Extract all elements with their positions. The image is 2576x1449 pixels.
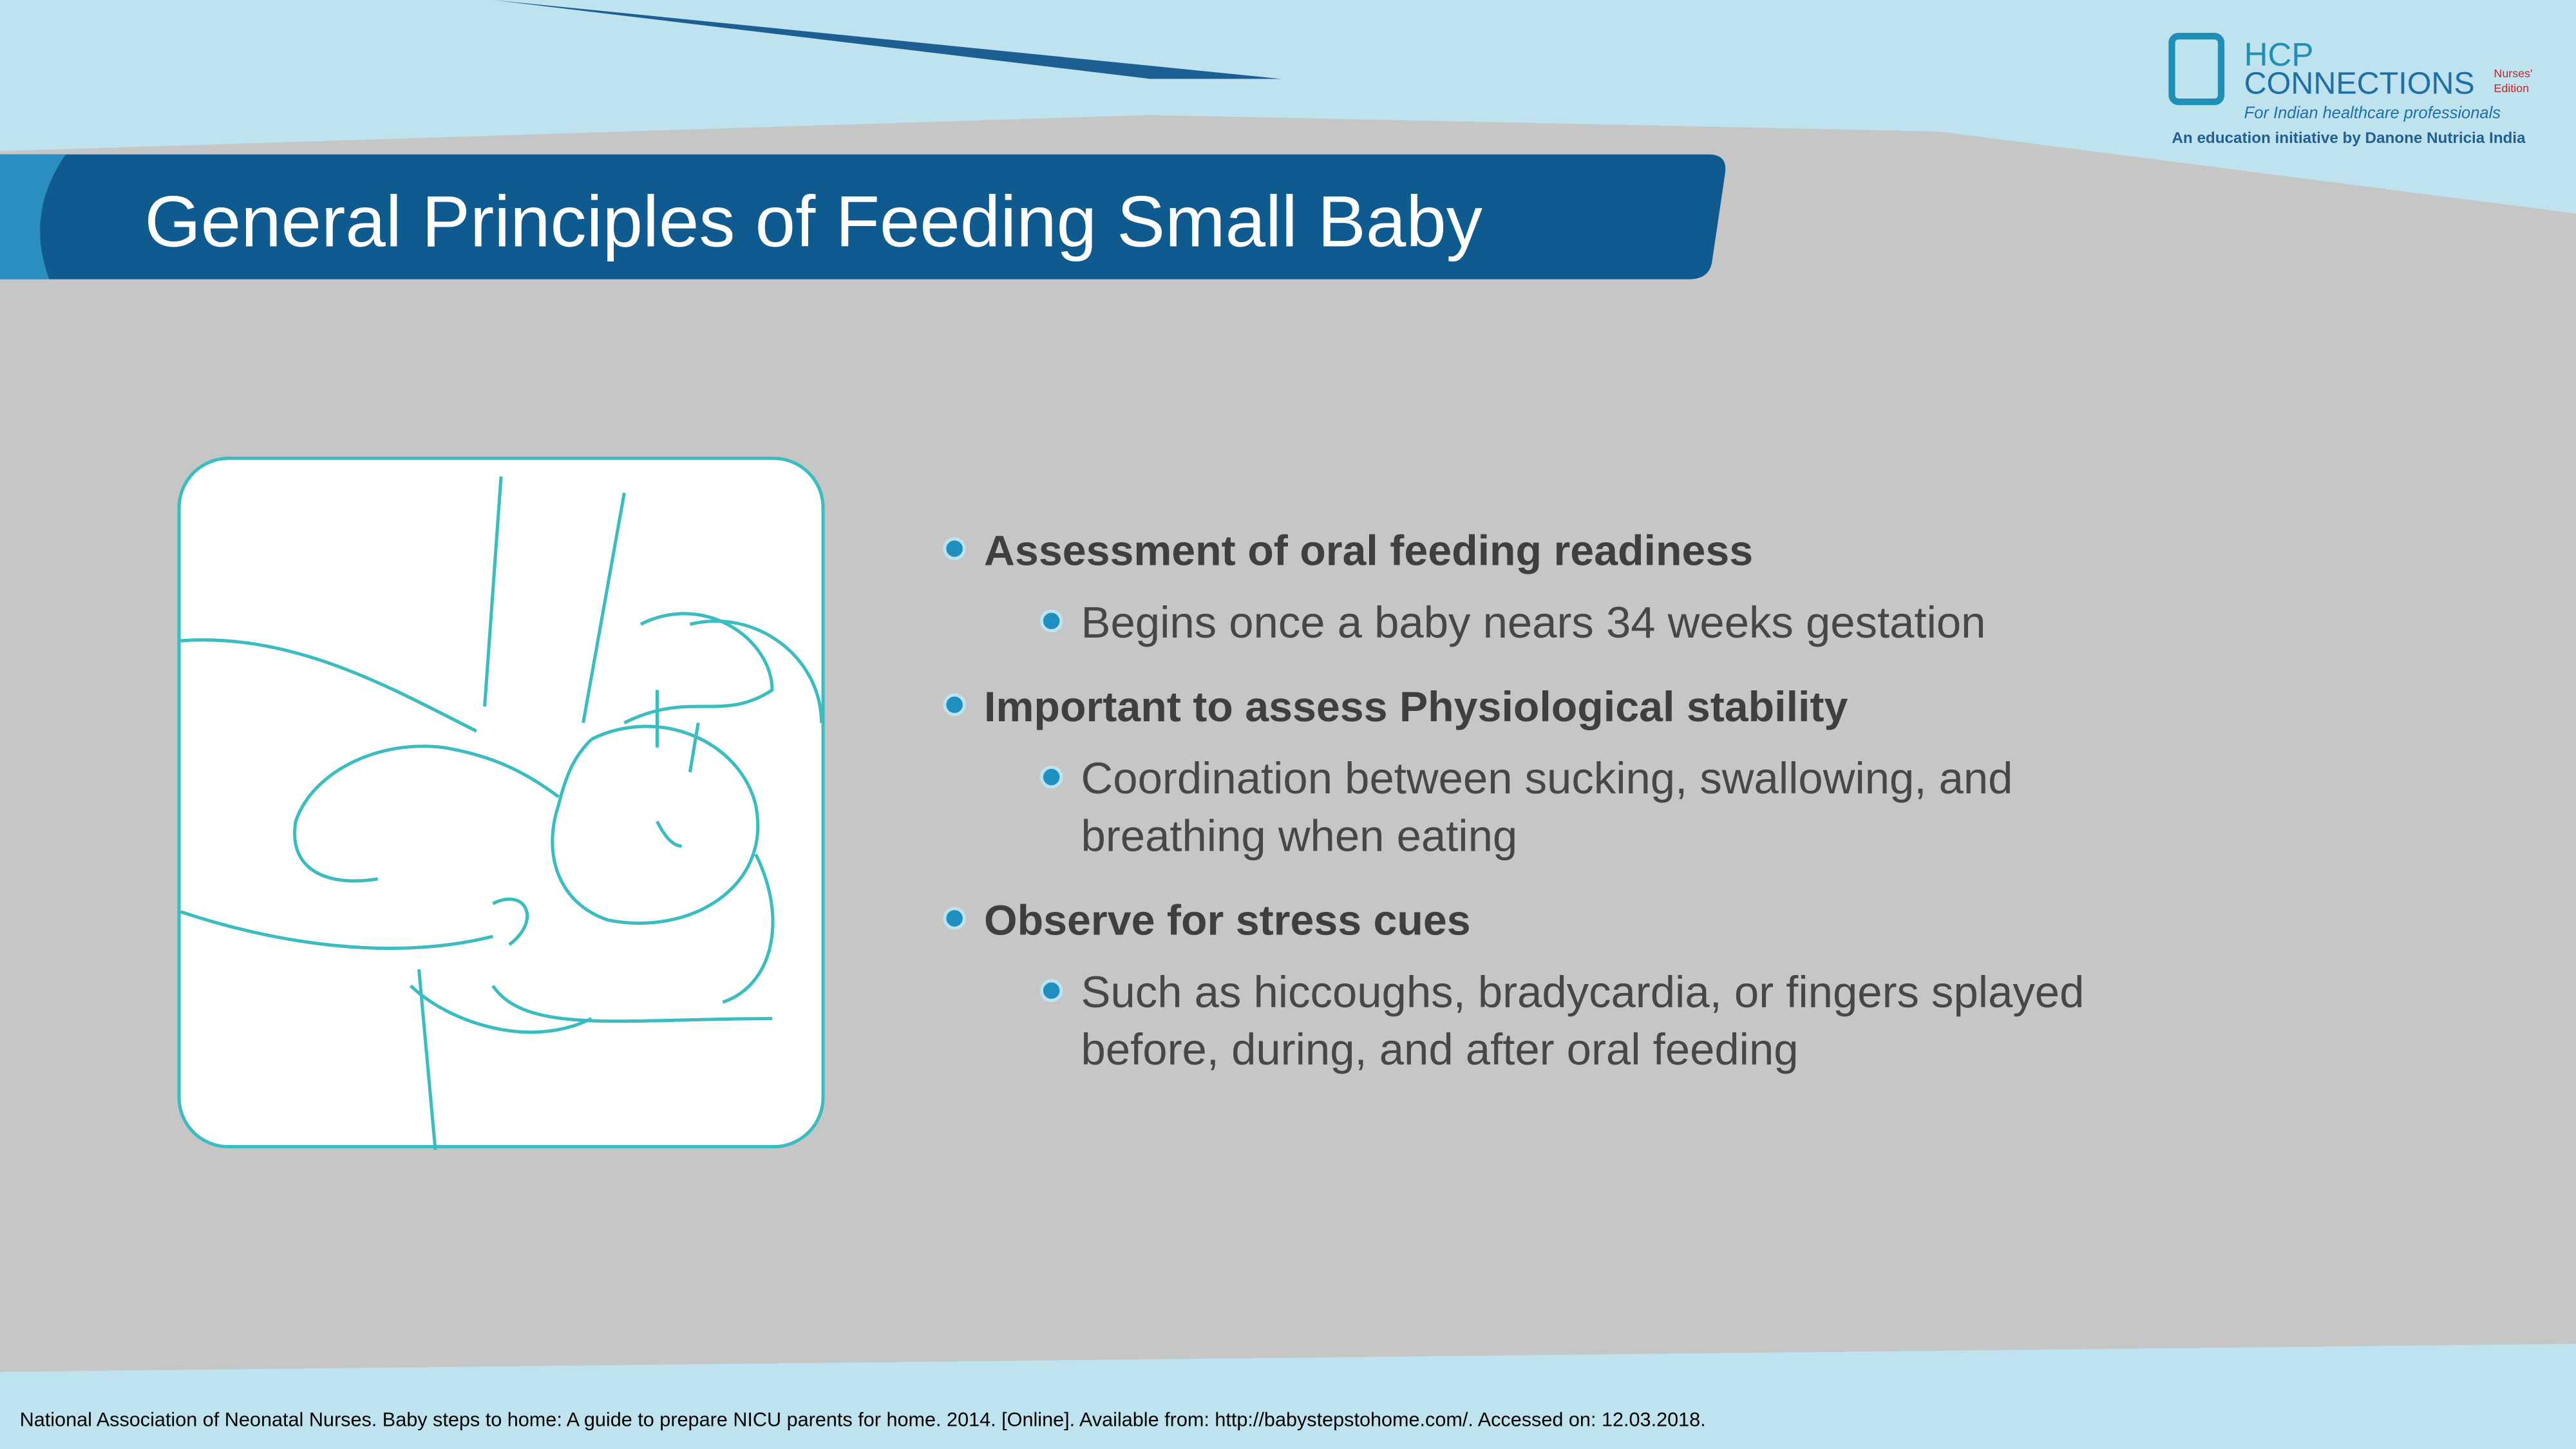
bullet-dot: [1039, 609, 1063, 633]
bullet-dot: [1039, 765, 1063, 789]
top-stripe: [493, 0, 1282, 79]
top-band: [0, 0, 2576, 214]
illustration-frame: [177, 457, 825, 1149]
citation: National Association of Neonatal Nurses.…: [20, 1408, 1706, 1430]
title-accent: [0, 154, 66, 279]
logo-icon: [2168, 33, 2225, 106]
title-bar: [0, 154, 1726, 279]
sub-bullet-text: Begins once a baby nears 34 weeks gestat…: [1081, 598, 1986, 647]
bullet-dot: [943, 537, 966, 560]
bullet-list: Assessment of oral feeding readiness Begi…: [943, 527, 2085, 1074]
slide-title: General Principles of Feeding Small Baby: [144, 181, 1482, 262]
sub-bullet-text: breathing when eating: [1081, 811, 1518, 860]
bottom-band: [0, 1343, 2576, 1449]
bullet-text: Observe for stress cues: [984, 897, 1471, 945]
logo-initiative: An education initiative by Danone Nutric…: [2172, 129, 2526, 147]
sub-bullet-text: Such as hiccoughs, bradycardia, or finge…: [1081, 967, 2085, 1017]
bullet-text: Assessment of oral feeding readiness: [984, 527, 1753, 575]
bullet-text: Important to assess Physiological stabil…: [984, 683, 1848, 731]
logo-tagline: For Indian healthcare professionals: [2244, 104, 2501, 122]
illustration: [177, 457, 825, 1150]
logo-edition-bottom: Edition: [2494, 82, 2529, 95]
logo-edition-top: Nurses': [2494, 67, 2532, 80]
bullet-dot: [943, 693, 966, 717]
bullet-dot: [1039, 979, 1063, 1003]
sub-bullet-text: before, during, and after oral feeding: [1081, 1025, 1799, 1074]
illustration-lines: [180, 476, 824, 1150]
sub-bullet-text: Coordination between sucking, swallowing…: [1081, 753, 2013, 803]
bullet-dot: [943, 907, 966, 930]
logo-brand-bottom: CONNECTIONS: [2244, 66, 2475, 100]
logo: HCP CONNECTIONS Nurses' Edition For Indi…: [2168, 33, 2532, 147]
logo-brand-top: HCP: [2244, 36, 2314, 73]
